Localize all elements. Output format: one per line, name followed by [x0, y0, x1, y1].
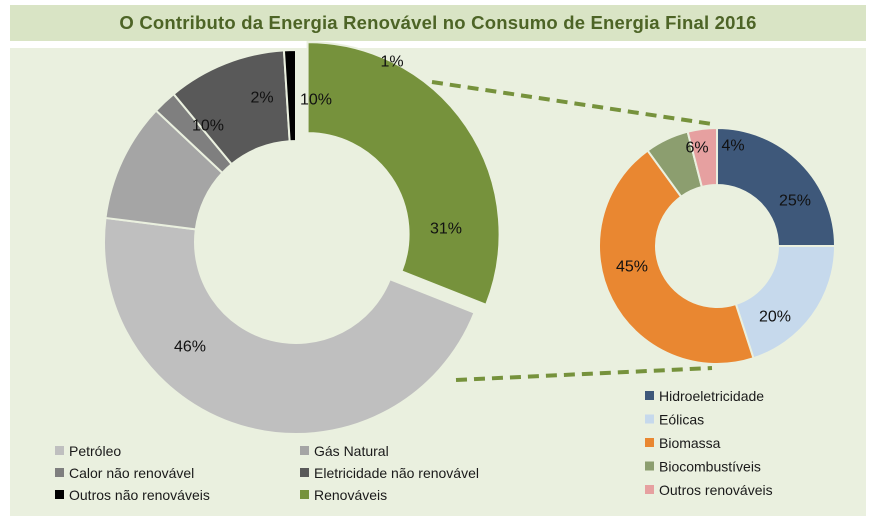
sub-data-label-biocombustiveis: 6%: [685, 140, 708, 157]
legend-swatch-petroleo: [55, 446, 64, 455]
legend-swatch-eletricidade-nao-renovavel: [300, 468, 309, 477]
main-data-label-renovaveis: 31%: [430, 221, 462, 238]
legend-label-hidroeletricidade: Hidroeletricidade: [659, 388, 764, 404]
main-slice-renovaveis: [306, 41, 501, 307]
legend-swatch-biomassa: [645, 438, 654, 447]
legend-swatch-biocombustiveis: [645, 461, 654, 471]
legend-swatch-eolicas: [645, 414, 654, 424]
legend-label-gas-natural: Gás Natural: [314, 443, 389, 459]
main-data-label-eletricidade-nao-renovavel: 10%: [300, 92, 332, 109]
sub-data-label-biomassa: 45%: [616, 259, 648, 276]
legend-label-biomassa: Biomassa: [659, 435, 721, 451]
sub-data-label-hidroeletricidade: 25%: [779, 193, 811, 210]
legend-swatch-renovaveis: [300, 490, 309, 499]
main-data-label-gas-natural: 10%: [192, 118, 224, 135]
connector-line-bottom: [455, 366, 713, 382]
main-data-label-petroleo: 46%: [174, 339, 206, 356]
legend-label-outros-renovaveis: Outros renováveis: [659, 482, 773, 498]
chart-title: O Contributo da Energia Renovável no Con…: [10, 5, 866, 41]
legend-label-biocombustiveis: Biocombustíveis: [659, 459, 761, 475]
legend-label-renovaveis: Renováveis: [314, 487, 387, 503]
legend-label-eletricidade-nao-renovavel: Eletricidade não renovável: [314, 465, 479, 481]
sub-slice-outros-renovaveis: [686, 126, 718, 189]
main-data-label-outros-nao-renovaveis: 1%: [380, 54, 403, 71]
legend-swatch-hidroeletricidade: [645, 391, 654, 400]
sub-slice-biomassa: [598, 149, 755, 365]
connector-line-top: [431, 80, 713, 126]
sub-data-label-eolicas: 20%: [759, 309, 791, 326]
legend-swatch-gas-natural: [300, 446, 309, 455]
legend-swatch-outros-nao-renovaveis: [55, 490, 64, 499]
legend-swatch-outros-renovaveis: [645, 485, 654, 494]
legend-label-calor-nao-renovavel: Calor não renovável: [69, 465, 194, 481]
legend-label-petroleo: Petróleo: [69, 443, 121, 459]
main-slice-outros-nao-renovaveis: [282, 48, 297, 143]
legend-label-outros-nao-renovaveis: Outros não renováveis: [69, 487, 210, 503]
sub-slice-hidroeletricidade: [716, 126, 837, 247]
sub-data-label-outros-renovaveis: 4%: [721, 138, 744, 155]
main-slice-petroleo: [103, 216, 476, 435]
legend-swatch-calor-nao-renovavel: [55, 468, 64, 477]
sub-slice-eolicas: [734, 245, 837, 360]
legend-label-eolicas: Eólicas: [659, 412, 704, 428]
main-data-label-calor-nao-renovavel: 2%: [250, 90, 273, 107]
